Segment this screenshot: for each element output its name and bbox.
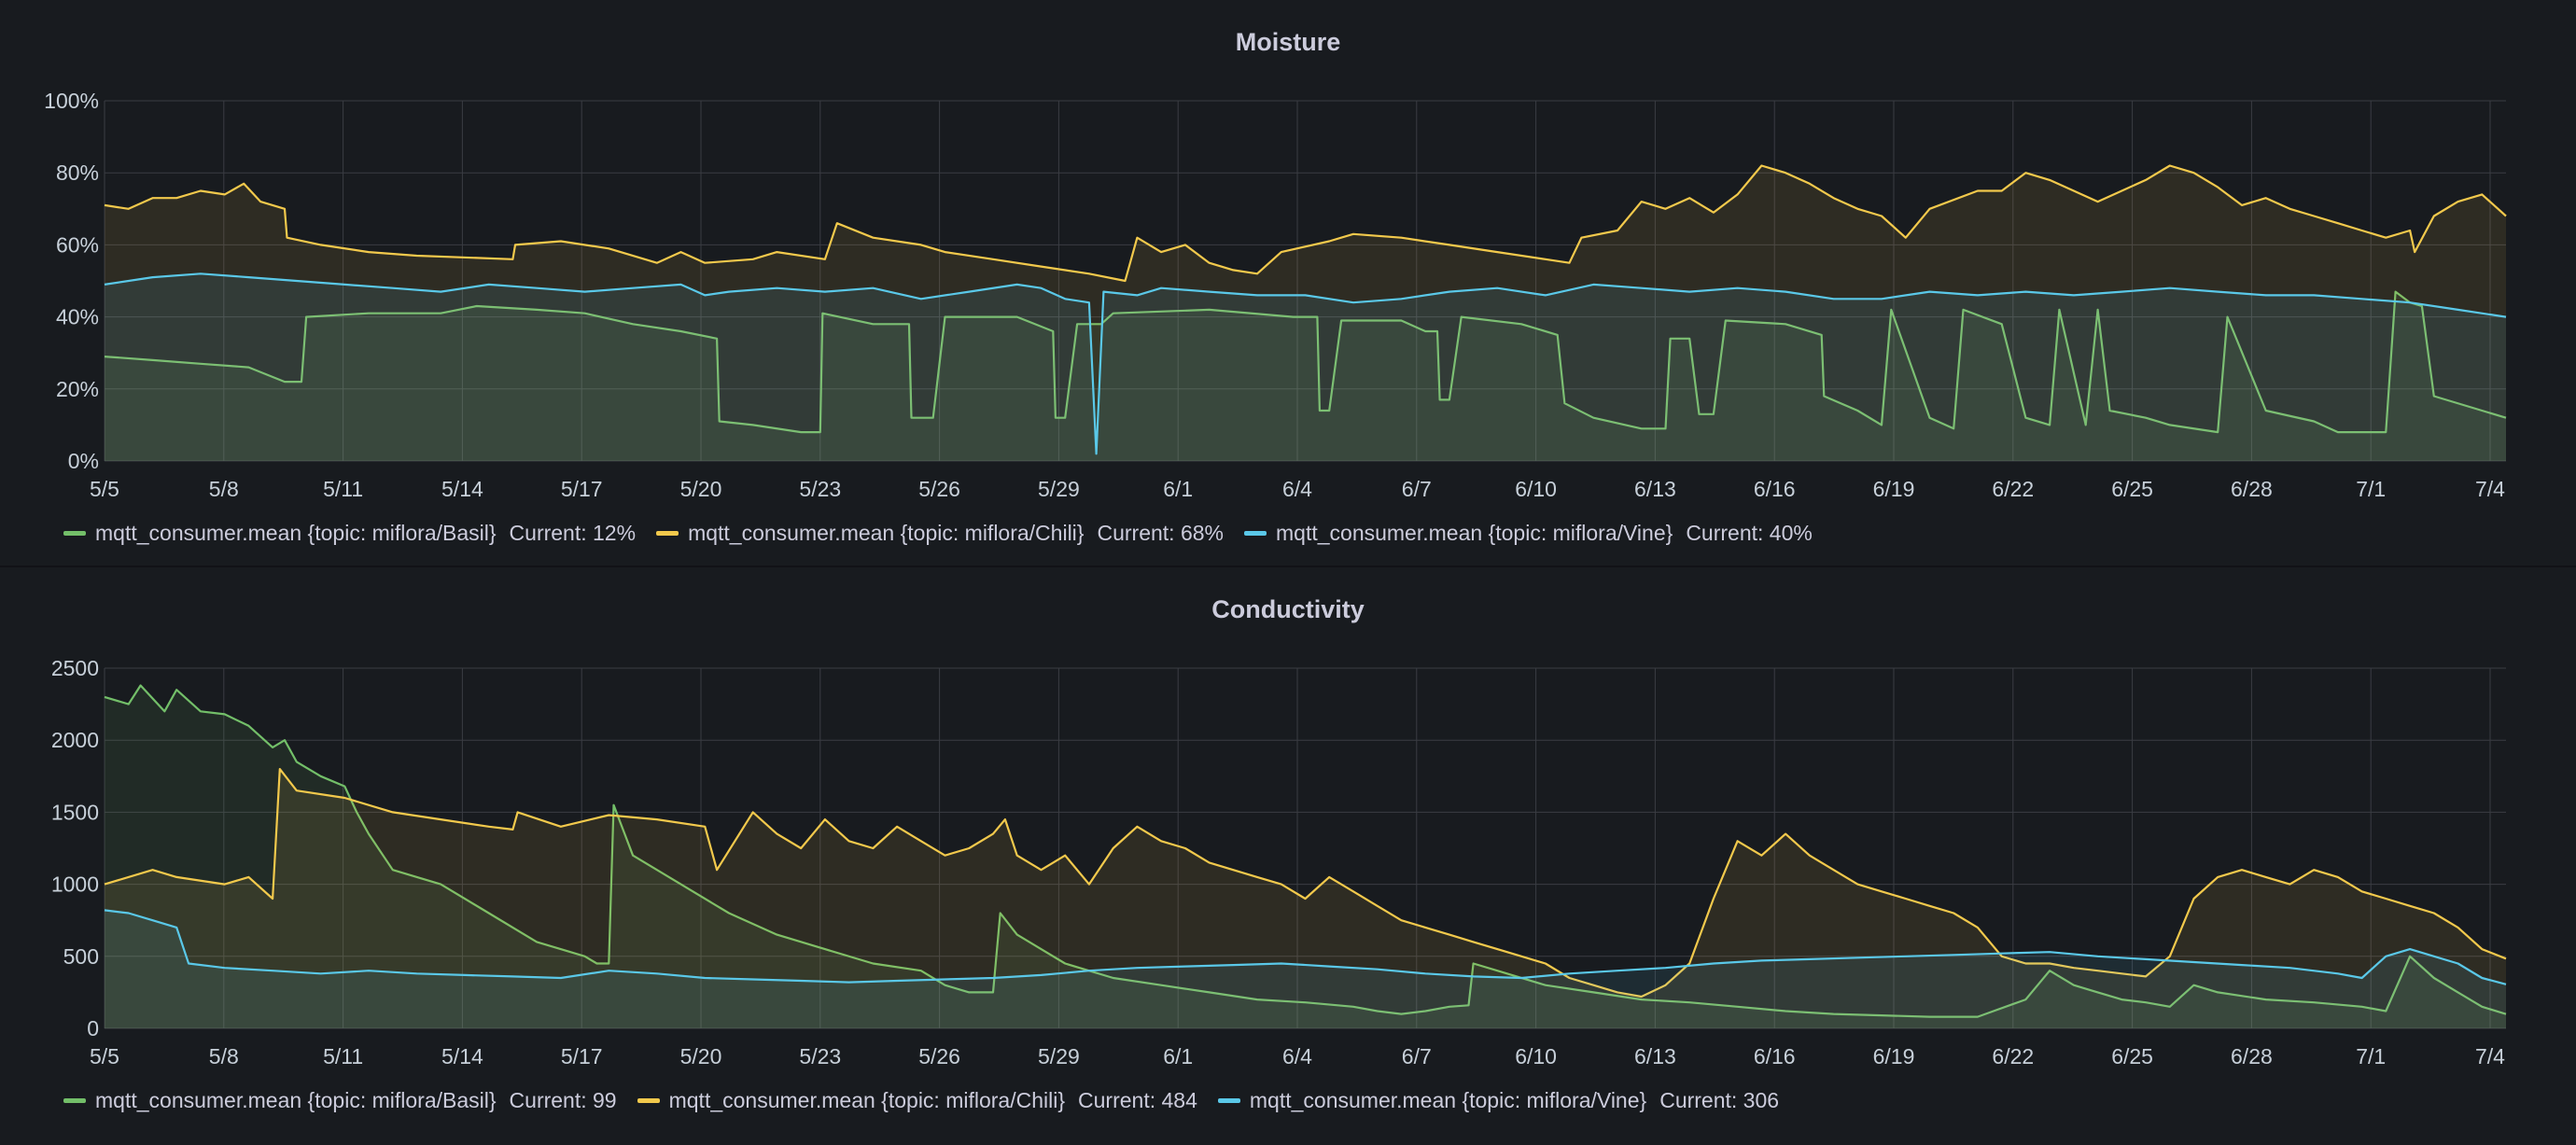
x-tick-label: 5/11	[323, 1044, 363, 1068]
x-tick-label: 5/5	[90, 1044, 119, 1068]
legend-series-name: mqtt_consumer.mean {topic: miflora/Vine}	[1276, 521, 1673, 545]
y-tick-label: 20%	[56, 377, 99, 401]
y-tick-label: 60%	[56, 232, 99, 257]
y-tick-label: 2500	[51, 656, 99, 680]
panel-title[interactable]: Conductivity	[1211, 595, 1365, 623]
x-tick-label: 5/17	[561, 477, 603, 501]
x-tick-label: 6/4	[1282, 477, 1312, 501]
legend-series-name: mqtt_consumer.mean {topic: miflora/Chili…	[668, 1088, 1066, 1112]
x-tick-label: 6/19	[1873, 1044, 1915, 1068]
x-tick-label: 6/22	[1992, 477, 2034, 501]
legend-current-value: Current: 484	[1078, 1088, 1197, 1112]
x-tick-label: 6/16	[1754, 1044, 1796, 1068]
legend-current-value: Current: 99	[509, 1088, 617, 1112]
x-tick-label: 5/11	[323, 477, 363, 501]
y-tick-label: 0	[87, 1016, 99, 1040]
x-tick-label: 5/23	[799, 1044, 841, 1068]
x-tick-label: 7/4	[2475, 1044, 2505, 1068]
x-tick-label: 7/4	[2475, 477, 2505, 501]
legend-item-vine[interactable]: mqtt_consumer.mean {topic: miflora/Vine}…	[1244, 521, 1813, 546]
series-line	[104, 684, 2507, 1018]
panel-title[interactable]: Moisture	[1235, 28, 1341, 56]
x-tick-label: 6/13	[1634, 477, 1676, 501]
x-tick-label: 5/14	[441, 1044, 483, 1068]
legend-series-name: mqtt_consumer.mean {topic: miflora/Basil…	[95, 521, 497, 545]
y-tick-label: 2000	[51, 728, 99, 752]
series-line	[104, 909, 2507, 985]
series-line	[104, 290, 2507, 434]
legend-current-value: Current: 68%	[1097, 521, 1224, 545]
x-tick-label: 6/16	[1754, 477, 1796, 501]
series-line	[104, 768, 2507, 998]
legend-item-chili[interactable]: mqtt_consumer.mean {topic: miflora/Chili…	[637, 1088, 1197, 1113]
legend-series-name: mqtt_consumer.mean {topic: miflora/Vine}	[1249, 1088, 1647, 1112]
x-tick-label: 5/29	[1038, 1044, 1080, 1068]
x-tick-label: 7/1	[2356, 1044, 2386, 1068]
moisture-panel: Moisture 0% 20% 40% 60% 80% 100% 5/5 5/8 5/11 5/1…	[0, 0, 2576, 566]
x-tick-label: 7/1	[2356, 477, 2386, 501]
x-tick-label: 5/14	[441, 477, 483, 501]
y-tick-label: 100%	[44, 89, 99, 113]
x-tick-label: 6/4	[1282, 1044, 1312, 1068]
conductivity-chart: 0 500 1000 1500 2000 2500 5/5 5/8 5/11 5/14 5/17 5/…	[51, 656, 2507, 1068]
legend-swatch	[1217, 1098, 1240, 1103]
x-tick-label: 5/26	[918, 1044, 960, 1068]
legend-current-value: Current: 306	[1659, 1088, 1780, 1112]
y-tick-label: 80%	[56, 161, 99, 185]
x-tick-label: 6/13	[1634, 1044, 1676, 1068]
legend-item-basil[interactable]: mqtt_consumer.mean {topic: miflora/Basil…	[63, 1088, 617, 1113]
legend-series-name: mqtt_consumer.mean {topic: miflora/Chili…	[688, 521, 1085, 545]
series-area	[105, 291, 2506, 461]
x-tick-label: 5/17	[561, 1044, 603, 1068]
conductivity-panel: Conductivity 0 500 1000 1500 2000 2500 5/5 5/8 5…	[0, 567, 2576, 1145]
x-tick-label: 6/19	[1873, 477, 1915, 501]
legend-current-value: Current: 40%	[1686, 521, 1813, 545]
x-tick-label: 5/8	[209, 477, 239, 501]
x-tick-label: 6/7	[1402, 477, 1432, 501]
legend-swatch	[1244, 531, 1267, 536]
x-tick-label: 6/22	[1992, 1044, 2034, 1068]
legend: mqtt_consumer.mean {topic: miflora/Basil…	[63, 1088, 1799, 1113]
x-tick-label: 5/23	[799, 477, 841, 501]
x-tick-label: 5/20	[680, 477, 722, 501]
y-tick-label: 40%	[56, 305, 99, 329]
legend-item-chili[interactable]: mqtt_consumer.mean {topic: miflora/Chili…	[656, 521, 1224, 546]
x-tick-label: 6/28	[2231, 477, 2273, 501]
series-line	[104, 164, 2507, 283]
x-tick-label: 6/28	[2231, 1044, 2273, 1068]
legend-swatch	[63, 531, 86, 536]
x-tick-label: 5/5	[90, 477, 119, 501]
legend: mqtt_consumer.mean {topic: miflora/Basil…	[63, 521, 1833, 546]
x-tick-label: 6/25	[2111, 1044, 2153, 1068]
x-tick-label: 5/20	[680, 1044, 722, 1068]
y-tick-label: 500	[63, 944, 99, 969]
x-tick-label: 6/10	[1515, 477, 1557, 501]
x-tick-label: 5/26	[918, 477, 960, 501]
legend-series-name: mqtt_consumer.mean {topic: miflora/Basil…	[95, 1088, 497, 1112]
y-tick-label: 1000	[51, 873, 99, 897]
y-tick-label: 1500	[51, 800, 99, 824]
x-tick-label: 6/1	[1163, 477, 1193, 501]
legend-item-vine[interactable]: mqtt_consumer.mean {topic: miflora/Vine}…	[1217, 1088, 1780, 1113]
series-area	[105, 685, 2506, 1028]
y-tick-label: 0%	[68, 449, 99, 473]
x-tick-label: 6/25	[2111, 477, 2153, 501]
moisture-chart: 0% 20% 40% 60% 80% 100% 5/5 5/8 5/11 5/14 5/17 5/20…	[44, 89, 2507, 501]
x-tick-label: 5/8	[209, 1044, 239, 1068]
legend-swatch	[637, 1098, 660, 1103]
legend-swatch	[656, 531, 679, 536]
x-tick-label: 6/10	[1515, 1044, 1557, 1068]
series-area	[105, 273, 2506, 461]
x-tick-label: 6/1	[1163, 1044, 1193, 1068]
x-tick-label: 6/7	[1402, 1044, 1432, 1068]
legend-current-value: Current: 12%	[509, 521, 637, 545]
series-area	[105, 165, 2506, 461]
legend-swatch	[63, 1098, 86, 1103]
series-line	[104, 272, 2507, 455]
x-tick-label: 5/29	[1038, 477, 1080, 501]
legend-item-basil[interactable]: mqtt_consumer.mean {topic: miflora/Basil…	[63, 521, 636, 546]
series-area	[105, 910, 2506, 1028]
